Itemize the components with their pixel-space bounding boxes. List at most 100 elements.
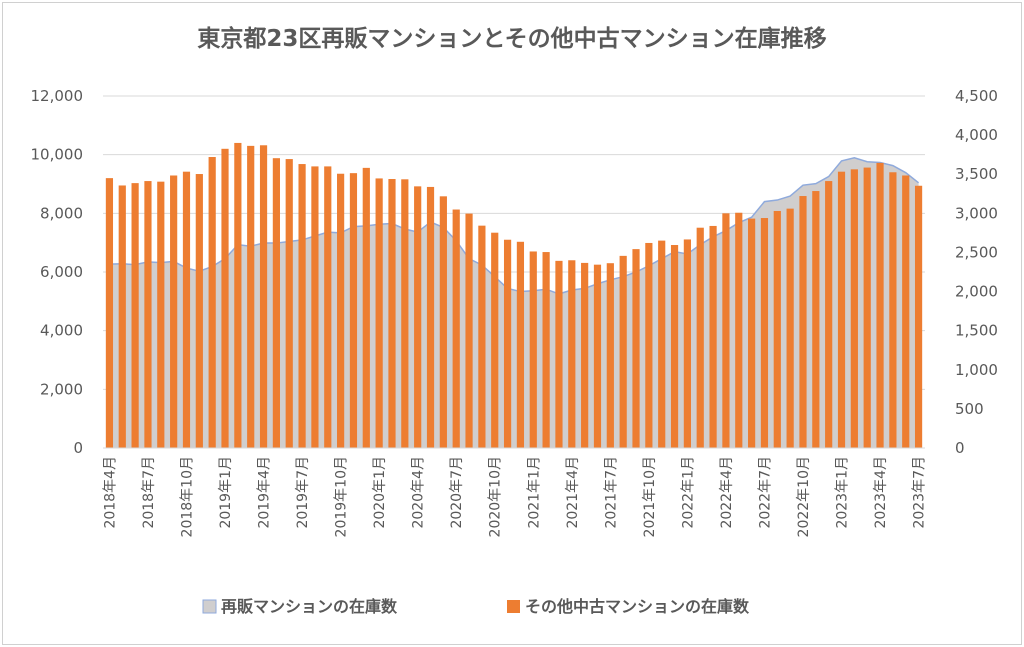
bar-other (157, 181, 165, 449)
bar-other (337, 173, 345, 448)
bar-other (247, 145, 255, 448)
x-tick-label: 2020年1月 (372, 456, 388, 529)
x-tick-label: 2022年1月 (680, 456, 696, 529)
bar-other (670, 245, 679, 448)
bar-other (375, 178, 383, 448)
area-series-layer (109, 157, 920, 448)
bar-other (568, 260, 576, 448)
x-tick-label: 2023年1月 (835, 456, 851, 529)
bar-other (414, 186, 422, 448)
bar-other (773, 210, 781, 448)
bar-other (760, 218, 769, 448)
x-tick-label: 2021年1月 (526, 456, 542, 529)
legend-label-area: 再販マンションの在庫数 (221, 597, 398, 616)
bar-other (632, 249, 640, 448)
bar-other (812, 191, 820, 449)
bar-other (619, 255, 627, 448)
bar-other (388, 179, 396, 448)
bar-other (837, 171, 846, 448)
area-resale-outline (109, 157, 920, 295)
bar-other (825, 181, 833, 449)
bar-other (748, 218, 756, 448)
bar-other (195, 174, 203, 448)
y-right-tick-label: 500 (955, 400, 984, 418)
bar-other (889, 172, 897, 448)
bar-other (503, 239, 512, 448)
bar-other (876, 162, 884, 448)
x-tick-label: 2019年10月 (334, 456, 350, 537)
bar-other (683, 239, 691, 448)
x-tick-label: 2019年7月 (295, 456, 311, 529)
bar-other (465, 213, 473, 448)
x-tick-label: 2020年4月 (411, 456, 427, 529)
bar-other (593, 264, 602, 448)
x-tick-label: 2018年10月 (179, 456, 195, 537)
x-tick-label: 2019年1月 (218, 456, 234, 529)
bar-other (426, 186, 435, 448)
y-right-tick-label: 2,000 (955, 283, 998, 301)
bar-other (914, 185, 923, 448)
bar-other (362, 167, 370, 448)
bar-other (131, 183, 139, 448)
bar-other (259, 145, 268, 448)
y-left-tick-label: 12,000 (31, 87, 84, 105)
bar-other (581, 262, 589, 448)
area-resale (109, 157, 919, 448)
bar-other (349, 173, 358, 448)
bar-other (170, 175, 178, 448)
bar-other (298, 164, 306, 448)
x-tick-label: 2018年4月 (102, 456, 118, 529)
bar-other (709, 225, 717, 448)
y-left-tick-label: 6,000 (40, 263, 83, 281)
bar-other (234, 142, 242, 448)
bar-other (542, 252, 550, 448)
bar-other (645, 242, 653, 448)
bar-other (696, 227, 704, 448)
bar-other (722, 213, 730, 448)
bar-other (555, 260, 563, 448)
bar-other (118, 185, 126, 448)
y-right-tick-label: 3,500 (955, 165, 998, 183)
y-left-tick-label: 0 (73, 439, 83, 457)
bar-other (272, 158, 280, 449)
x-tick-label: 2021年4月 (565, 456, 581, 529)
bar-other (658, 240, 666, 448)
x-tick-label: 2019年4月 (257, 456, 273, 529)
bar-other (182, 171, 191, 448)
bar-series-layer (105, 142, 923, 449)
bar-other (850, 169, 858, 449)
bar-other (799, 196, 807, 448)
legend-swatch-area (202, 599, 217, 614)
bar-other (311, 166, 319, 448)
x-tick-label: 2022年10月 (796, 456, 812, 537)
x-tick-label: 2021年10月 (642, 456, 658, 537)
x-tick-label: 2022年4月 (719, 456, 735, 529)
y-right-tick-label: 1,000 (955, 361, 998, 379)
bar-other (529, 251, 537, 448)
bar-other (144, 181, 152, 449)
x-tick-label: 2023年7月 (912, 456, 928, 529)
legend: 再販マンションの在庫数 その他中古マンションの在庫数 (202, 597, 750, 616)
x-tick-label: 2023年4月 (873, 456, 889, 529)
y-left-tick-label: 2,000 (40, 380, 83, 398)
chart-title: 東京都23区再販マンションとその他中古マンション在庫推移 (197, 25, 826, 52)
chart-svg: 東京都23区再販マンションとその他中古マンション在庫推移 0 2,000 4,000… (31, 25, 998, 616)
y-right-tick-label: 0 (955, 439, 965, 457)
y-right-tick-label: 2,500 (955, 243, 998, 261)
bar-other (516, 241, 525, 448)
bar-other (863, 167, 871, 448)
x-tick-label: 2020年7月 (449, 456, 465, 529)
x-tick-label: 2021年7月 (603, 456, 619, 529)
x-tick-label: 2020年10月 (488, 456, 504, 537)
bar-other (221, 148, 229, 449)
bar-other (439, 196, 447, 448)
bar-other (208, 157, 216, 448)
bar-other (735, 212, 743, 448)
y-right-tick-label: 4,500 (955, 87, 998, 105)
bar-other (786, 208, 794, 448)
legend-swatch-bar (507, 600, 520, 613)
y-left-tick-label: 4,000 (40, 322, 83, 340)
bar-other (606, 263, 614, 448)
legend-label-bar: その他中古マンションの在庫数 (525, 597, 750, 616)
